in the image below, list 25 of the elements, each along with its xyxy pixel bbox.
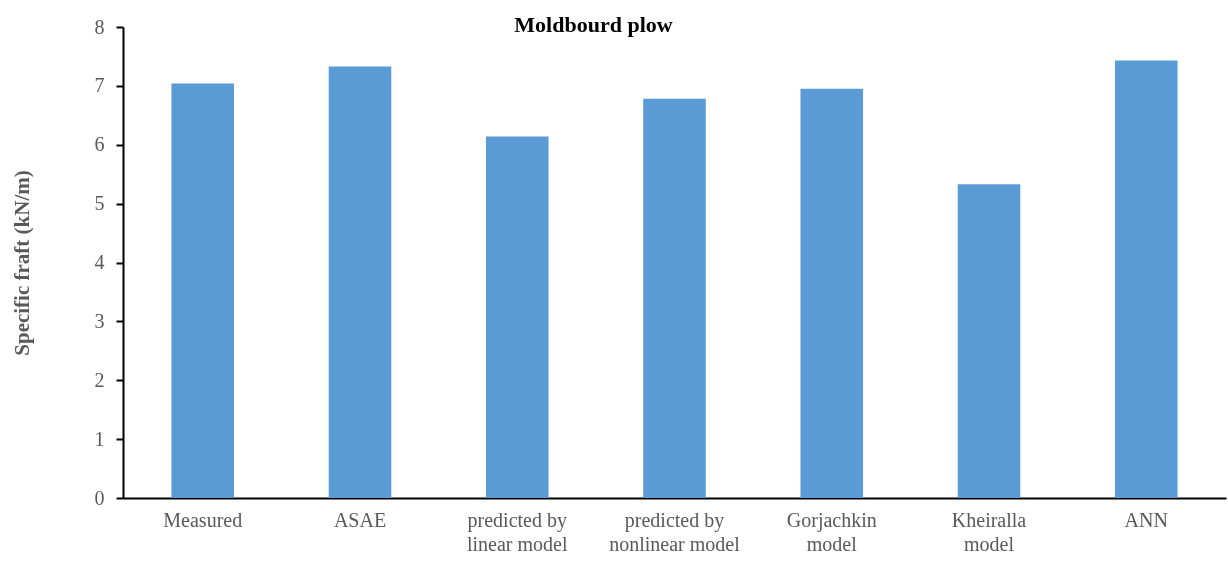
- y-tick-label: 6: [94, 133, 105, 156]
- y-tick-label: 8: [94, 15, 105, 38]
- bar: [328, 66, 392, 498]
- x-tick-label: Kheiralla model: [951, 508, 1027, 555]
- bar: [171, 83, 235, 498]
- x-tick-label: Measured: [163, 508, 243, 531]
- bar: [1114, 60, 1178, 498]
- bar: [800, 88, 864, 498]
- y-tick-label: 1: [94, 427, 105, 450]
- y-tick-label: 5: [94, 192, 105, 215]
- bar: [643, 98, 706, 498]
- x-tick-label: ANN: [1124, 508, 1168, 531]
- y-axis-title: Specific fraft (kN/m): [9, 170, 34, 356]
- x-tick-label: predicted by nonlinear model: [609, 508, 741, 555]
- y-tick-label: 2: [94, 368, 105, 391]
- x-tick-label: predicted by linear model: [466, 508, 568, 555]
- bar: [485, 136, 549, 498]
- x-tick-label: ASAE: [333, 508, 387, 531]
- bar: [957, 184, 1021, 498]
- x-tick-label: Gorjachkin model: [786, 508, 877, 555]
- y-tick-label: 4: [94, 251, 105, 273]
- y-tick-label: 7: [94, 74, 105, 97]
- y-tick-label: 0: [94, 486, 105, 509]
- y-tick-label: 3: [94, 309, 105, 332]
- chart-title: Moldbourd plow: [514, 12, 673, 37]
